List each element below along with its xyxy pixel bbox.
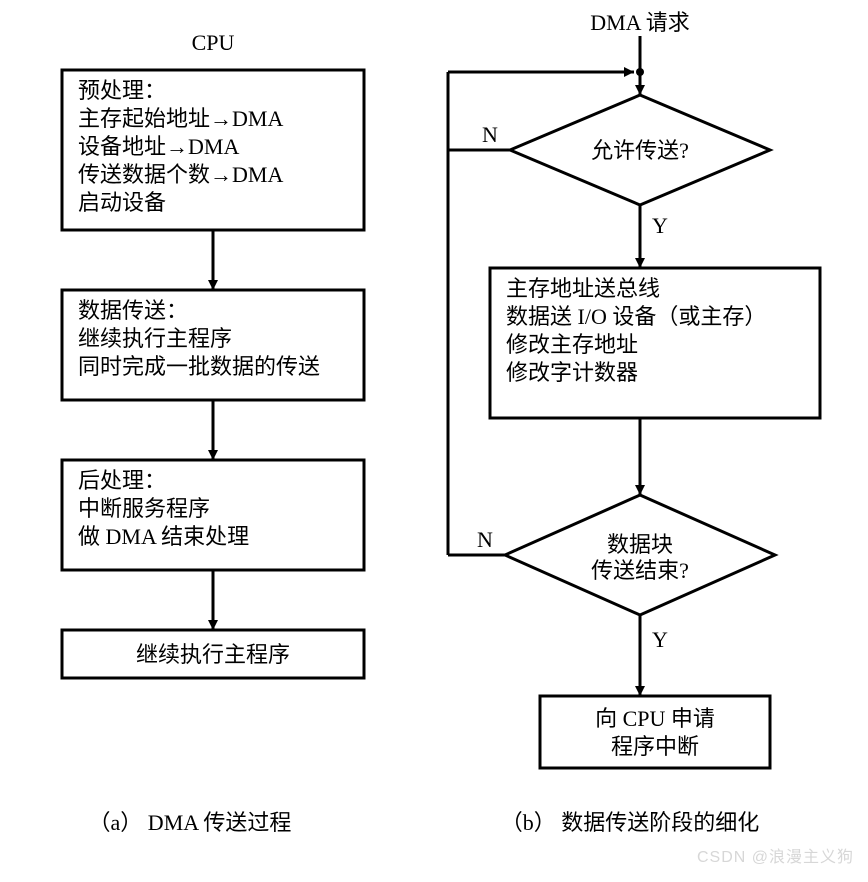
process-pre-text: 启动设备 (78, 190, 166, 215)
process-interrupt-text: 向 CPU 申请 (595, 706, 715, 731)
process-transfer-text: 同时完成一批数据的传送 (78, 354, 320, 379)
process-post-text: 后处理： (78, 468, 166, 493)
process-bus-text: 修改主存地址 (506, 332, 638, 357)
process-bus-text: 主存地址送总线 (506, 276, 660, 301)
title-cpu: CPU (192, 30, 235, 55)
process-pre-text: 预处理： (78, 78, 166, 103)
process-post-text: 中断服务程序 (78, 496, 210, 521)
junction (636, 68, 644, 76)
caption-b: （b） 数据传送阶段的细化 (501, 810, 760, 835)
process-pre-text: 传送数据个数→DMA (78, 162, 283, 187)
process-bus-text: 数据送 I/O 设备（或主存） (506, 304, 766, 329)
watermark: CSDN @浪漫主义狗 (697, 843, 854, 867)
process-pre-text: 主存起始地址→DMA (78, 106, 283, 131)
decision-allow-text: 允许传送? (591, 138, 689, 163)
process-continue-text: 继续执行主程序 (136, 642, 290, 667)
label-n: N (482, 122, 498, 147)
process-transfer-text: 继续执行主程序 (78, 326, 232, 351)
process-interrupt-text: 程序中断 (611, 734, 699, 759)
process-bus-text: 修改字计数器 (506, 360, 638, 385)
decision-done-text: 数据块 (607, 532, 673, 557)
process-post-text: 做 DMA 结束处理 (78, 524, 249, 549)
decision-done-text: 传送结束? (591, 558, 689, 583)
caption-a: （a） DMA 传送过程 (89, 810, 292, 835)
title-dma-request: DMA 请求 (590, 10, 690, 35)
label-n: N (477, 527, 493, 552)
process-transfer-text: 数据传送： (78, 298, 188, 323)
label-y: Y (652, 213, 668, 238)
label-y: Y (652, 627, 668, 652)
process-pre-text: 设备地址→DMA (78, 134, 239, 159)
